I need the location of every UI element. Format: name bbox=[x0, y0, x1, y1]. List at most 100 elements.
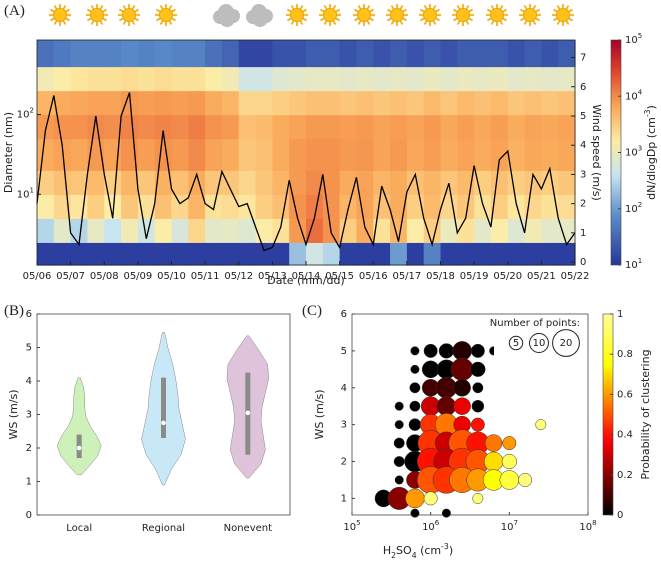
heatmap-cell bbox=[171, 114, 189, 140]
heatmap-cell bbox=[322, 40, 341, 68]
heatmap-cell bbox=[205, 138, 223, 171]
heatmap-cell bbox=[205, 218, 223, 243]
heatmap-cell bbox=[87, 242, 105, 266]
heatmap-cell bbox=[37, 138, 55, 171]
heatmap-cell bbox=[558, 90, 576, 116]
heatmap-cell bbox=[70, 90, 89, 116]
heatmap-cell bbox=[306, 138, 324, 171]
size-legend-circle bbox=[508, 335, 524, 351]
heatmap-cell bbox=[373, 218, 391, 243]
bubble bbox=[394, 420, 404, 430]
sun-icon bbox=[452, 4, 474, 26]
heatmap-cell bbox=[171, 40, 189, 68]
y2-tick-label: 3 bbox=[580, 169, 586, 180]
heatmap-cell bbox=[339, 138, 358, 171]
heatmap-cell bbox=[339, 90, 358, 116]
heatmap-cell bbox=[474, 194, 492, 219]
bubble bbox=[535, 419, 547, 431]
heatmap-cell bbox=[423, 66, 442, 92]
heatmap-cell bbox=[457, 90, 475, 116]
y-tick-label: 6 bbox=[26, 309, 32, 320]
heatmap-cell bbox=[306, 66, 324, 92]
y2-tick-label: 1 bbox=[580, 228, 586, 239]
heatmap-cell bbox=[70, 242, 89, 266]
heatmap-cell bbox=[238, 40, 257, 68]
heatmap-cell bbox=[423, 90, 442, 116]
heatmap-cell bbox=[255, 90, 273, 116]
heatmap-cell bbox=[356, 114, 374, 140]
heatmap-cell bbox=[87, 114, 105, 140]
heatmap-cell bbox=[507, 114, 526, 140]
bubble bbox=[453, 379, 471, 397]
y-tick-label: 6 bbox=[341, 309, 347, 320]
heatmap-cell bbox=[457, 218, 475, 243]
heatmap-cell bbox=[205, 40, 223, 68]
heatmap-cell bbox=[390, 40, 408, 68]
y-axis-label: WS (m/s) bbox=[313, 389, 326, 439]
heatmap-cell bbox=[104, 66, 122, 92]
colorbar-tick-label: 104 bbox=[625, 88, 643, 102]
heatmap-cell bbox=[53, 170, 72, 195]
x-tick-label: 05/15 bbox=[325, 271, 354, 282]
x-tick-label: 05/06 bbox=[23, 271, 52, 282]
bubble bbox=[409, 400, 421, 412]
bubble bbox=[421, 360, 440, 379]
heatmap-cell bbox=[457, 194, 475, 219]
heatmap-cell bbox=[70, 170, 89, 195]
heatmap-cell bbox=[373, 242, 391, 266]
median-dot bbox=[161, 420, 166, 426]
heatmap-cell bbox=[490, 170, 509, 195]
y2-tick-label: 4 bbox=[580, 140, 586, 151]
heatmap-cell bbox=[188, 242, 206, 266]
y-axis-label: WS (m/s) bbox=[7, 389, 20, 439]
heatmap-cell bbox=[490, 218, 509, 243]
heatmap-cell bbox=[205, 242, 223, 266]
heatmap-cell bbox=[306, 114, 324, 140]
heatmap-cell bbox=[558, 114, 576, 140]
heatmap-cell bbox=[272, 242, 290, 266]
sun-icon bbox=[486, 4, 508, 26]
heatmap-cell bbox=[490, 194, 509, 219]
bubble bbox=[410, 346, 420, 356]
heatmap-cell bbox=[121, 66, 139, 92]
heatmap-cell bbox=[440, 90, 458, 116]
heatmap-cell bbox=[188, 218, 206, 243]
sun-disc bbox=[122, 8, 136, 22]
heatmap-cell bbox=[541, 66, 559, 92]
heatmap-cell bbox=[507, 170, 526, 195]
y-tick-label: 4 bbox=[26, 376, 32, 387]
heatmap-cell bbox=[390, 114, 408, 140]
heatmap-cell bbox=[137, 218, 156, 243]
heatmap-cell bbox=[171, 170, 189, 195]
heatmap-cell bbox=[255, 194, 273, 219]
cloud-puff bbox=[219, 11, 235, 27]
heatmap-cell bbox=[558, 170, 576, 195]
iqr-box bbox=[161, 377, 166, 438]
heatmap-cell bbox=[423, 170, 442, 195]
heatmap-cell bbox=[37, 194, 55, 219]
heatmap-cell bbox=[490, 66, 509, 92]
heatmap-cell bbox=[87, 66, 105, 92]
heatmap-cell bbox=[70, 218, 89, 243]
x-tick-label: 05/17 bbox=[392, 271, 421, 282]
x-tick-label: 106 bbox=[422, 519, 440, 533]
heatmap-cell bbox=[406, 170, 425, 195]
heatmap-cell bbox=[390, 90, 408, 116]
bubble bbox=[394, 401, 404, 411]
median-dot bbox=[76, 445, 82, 451]
heatmap-cell bbox=[238, 66, 257, 92]
x-tick-label: 05/07 bbox=[56, 271, 85, 282]
heatmap-cell bbox=[507, 218, 526, 243]
heatmap-cell bbox=[289, 90, 307, 116]
bubble bbox=[453, 397, 471, 415]
heatmap-cell bbox=[339, 170, 358, 195]
heatmap-cell bbox=[322, 90, 341, 116]
heatmap-cell bbox=[289, 40, 307, 68]
sun-disc bbox=[390, 8, 404, 22]
heatmap-cell bbox=[70, 66, 89, 92]
heatmap-cell bbox=[272, 90, 290, 116]
heatmap-cell bbox=[423, 218, 442, 243]
bubble bbox=[393, 456, 405, 467]
heatmap-cell bbox=[255, 218, 273, 243]
heatmap-cell bbox=[221, 66, 240, 92]
